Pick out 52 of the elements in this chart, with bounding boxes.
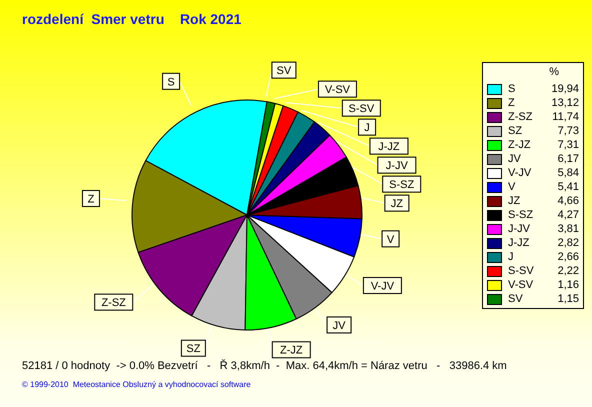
data-label: 5,84	[558, 167, 579, 179]
legend-label: JV	[508, 153, 522, 165]
slice-label: S-SZ	[389, 179, 414, 192]
slice-label: J-JV	[386, 160, 408, 172]
slice-label: J-JZ	[378, 141, 400, 154]
text: 52181 / 0 hodnoty -> 0.0% Bezvetrí - Ř 3,8km/h - Max. 64,4km/h = Náraz vetru - 33986.4 km	[22, 360, 507, 372]
slice-label: Z-JZ	[280, 344, 303, 357]
slice-label: S	[167, 76, 175, 88]
legend-label: V	[508, 181, 516, 193]
data-label: 1,16	[558, 279, 579, 291]
slice-label: J	[364, 122, 370, 134]
slice-label: Z	[88, 194, 95, 206]
legend-label: Z	[508, 97, 516, 109]
data-label: 2,82	[558, 237, 579, 249]
data-label: 4,27	[558, 209, 579, 221]
data-label: 6,17	[558, 153, 579, 165]
legend-label: J	[508, 251, 514, 263]
slice-label: V-JV	[370, 280, 395, 293]
data-label: 13,12	[551, 97, 579, 109]
data-label: 5,41	[558, 181, 579, 193]
data-label: 3,81	[558, 223, 579, 235]
data-label: 19,94	[551, 83, 579, 95]
legend-label: V-JV	[508, 167, 532, 179]
slice-label: V	[386, 234, 395, 246]
legend-label: Z-SZ	[508, 111, 534, 123]
data-label: 1,15	[558, 293, 579, 305]
legend-label: S-SZ	[508, 209, 534, 221]
slice-label: Z-SZ	[101, 297, 126, 310]
data-label: 7,73	[558, 125, 579, 137]
data-label: 7,31	[558, 139, 579, 151]
legend-label: Z-JZ	[508, 139, 532, 151]
slice-label: SZ	[186, 343, 201, 356]
data-label: 2,22	[558, 265, 579, 277]
chart-title: rozdelení Smer vetru Rok 2021	[22, 11, 242, 27]
slice-label: S-SV	[348, 103, 375, 116]
legend-label: J-JZ	[508, 237, 530, 249]
data-label: 11,74	[552, 111, 579, 123]
legend-label: JZ	[508, 195, 522, 207]
legend-label: V-SV	[508, 279, 534, 291]
slice-label: V-SV	[324, 84, 351, 96]
legend-title: %	[548, 66, 560, 80]
slice-label: JV	[332, 320, 346, 332]
slice-label: JZ	[390, 198, 404, 210]
legend-label: S-SV	[508, 265, 535, 277]
slice-label: SV	[276, 65, 292, 78]
legend-label: J-JV	[508, 223, 531, 235]
legend-label: S	[508, 83, 516, 95]
data-label: 2,66	[558, 251, 579, 263]
legend-label: SV	[508, 293, 524, 305]
legend-label: SZ	[508, 125, 524, 137]
data-label: 4,66	[558, 195, 579, 207]
text: © 1999-2010 Meteostanice Obsluzný a vyhodnocovací software	[22, 380, 251, 389]
